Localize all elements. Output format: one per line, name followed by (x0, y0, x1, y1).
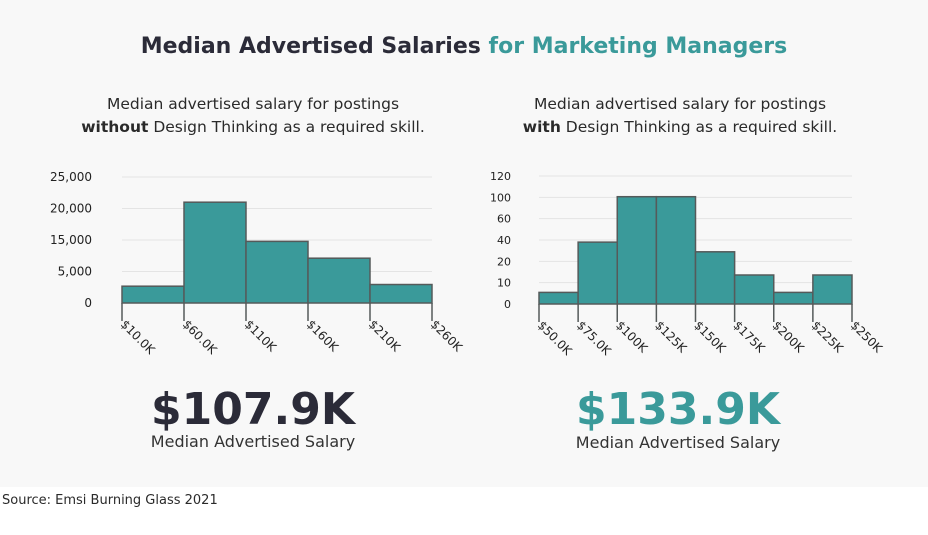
y-tick-label: 40 (497, 234, 511, 247)
infographic-panel: Median Advertised Salaries for Marketing… (0, 34, 928, 452)
right-subtitle-bold: with (522, 118, 561, 136)
x-tick-label: $125K (652, 318, 690, 356)
x-tick-label: $10.0K (118, 317, 159, 358)
x-tick-label: $200K (770, 318, 808, 356)
x-tick-label: $260K (428, 317, 464, 355)
title-main: Median Advertised Salaries (140, 34, 489, 59)
y-tick-label: 100 (490, 191, 511, 204)
y-tick-label: 0 (504, 298, 511, 311)
source-note: Source: Emsi Burning Glass 2021 (2, 493, 218, 508)
left-subtitle-line1: Median advertised salary for postings (106, 95, 400, 113)
y-tick-label: 5,000 (58, 265, 92, 279)
x-tick-label: $60.0K (180, 317, 221, 358)
left-subtitle-bold: without (81, 118, 149, 136)
y-tick-label: 25,000 (50, 170, 92, 184)
histogram-bar (369, 283, 433, 304)
x-tick-label: $110K (242, 317, 280, 355)
x-tick-label: $250K (848, 318, 886, 356)
histogram-bar (121, 285, 185, 304)
x-tick-label: $175K (731, 318, 769, 356)
page-title: Median Advertised Salaries for Marketing… (0, 34, 928, 59)
histogram-bar (245, 240, 309, 304)
right-subtitle: Median advertised salary for postings wi… (448, 93, 912, 139)
y-tick-label: 15,000 (50, 233, 92, 247)
x-tick-label: $50.0K (535, 318, 576, 359)
x-tick-label: $75.0K (574, 318, 615, 359)
right-histogram: 0 10 20 40 60 100 120 $50.0K $75.0K $100K $125K $15… (490, 170, 886, 359)
right-subtitle-line2: with Design Thinking as a required skill… (448, 116, 912, 139)
left-subtitle-rest: Design Thinking as a required skill. (148, 118, 425, 136)
y-tick-label: 60 (497, 213, 511, 226)
left-subtitle: Median advertised salary for postings wi… (21, 93, 485, 139)
histogram-bar (655, 195, 697, 305)
y-tick-label: 20 (497, 255, 511, 268)
x-tick-label: $150K (691, 318, 729, 356)
histogram-bar (773, 291, 814, 305)
right-subtitle-rest: Design Thinking as a required skill. (560, 118, 838, 136)
x-tick-label: $100K (613, 318, 651, 356)
right-median-value: $133.9K (576, 384, 780, 435)
x-tick-label: $210K (366, 317, 404, 355)
histogram-bar (616, 195, 658, 305)
title-accent: for Marketing Managers (488, 34, 788, 59)
histogram-bar (307, 257, 371, 304)
left-median-caption: Median Advertised Salary (150, 432, 356, 451)
left-median-value: $107.9K (151, 384, 355, 435)
histogram-bar (577, 241, 618, 305)
histogram-bar (694, 251, 736, 305)
histogram-bar (538, 291, 579, 305)
y-tick-label: 120 (490, 170, 511, 183)
y-tick-label: 0 (84, 296, 92, 310)
left-histogram: 0 5,000 15,000 20,000 25,000 $10.0K $60.0K $110… (50, 170, 464, 358)
left-subtitle-line2: without Design Thinking as a required sk… (21, 116, 485, 139)
x-tick-label: $225K (809, 318, 847, 356)
histogram-bar (733, 274, 775, 305)
y-tick-label: 20,000 (50, 202, 92, 216)
histogram-bar (812, 274, 853, 305)
right-subtitle-line1: Median advertised salary for postings (533, 95, 827, 113)
x-tick-label: $160K (304, 317, 342, 355)
histogram-bar (183, 201, 247, 304)
right-median-caption: Median Advertised Salary (575, 433, 781, 452)
y-tick-label: 10 (497, 277, 511, 290)
